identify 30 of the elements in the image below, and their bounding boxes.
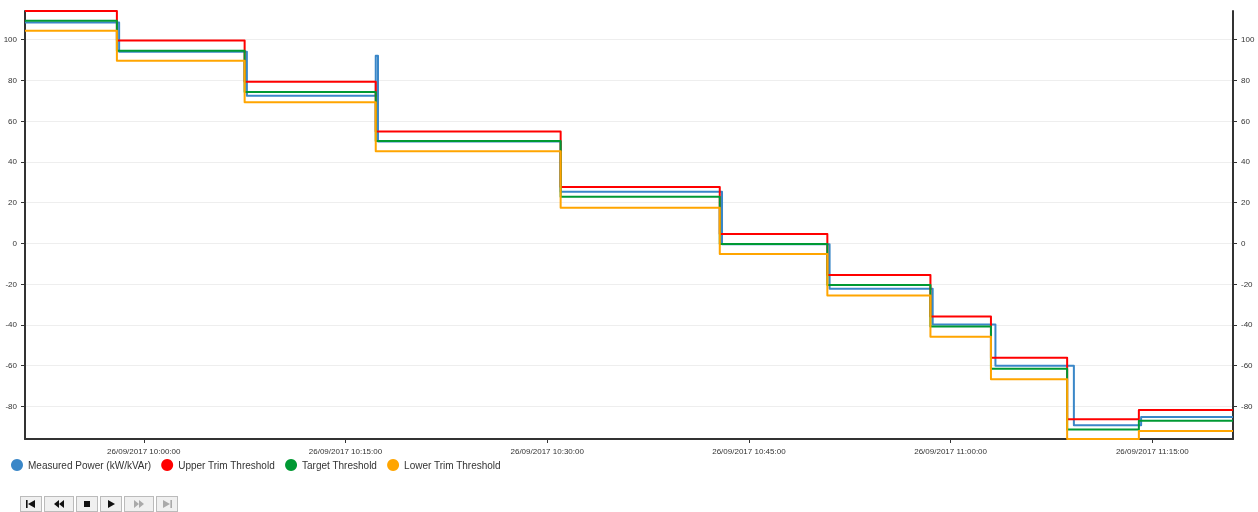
y-tick-label: 0: [12, 238, 18, 248]
y-tick-label: -20: [5, 279, 18, 289]
x-tick-label: 26/09/2017 10:15:00: [308, 446, 383, 456]
legend-label: Target Threshold: [302, 459, 377, 471]
x-tick-label: 26/09/2017 10:45:00: [712, 446, 787, 456]
x-tick-label: 26/09/2017 11:15:00: [1115, 446, 1190, 456]
y2-tick-label: -40: [1241, 320, 1254, 330]
y2-tick-label: -80: [1241, 401, 1254, 411]
legend-label: Lower Trim Threshold: [404, 459, 501, 471]
y2-tick-label: 40: [1241, 157, 1251, 167]
y2-tick-label: 0: [1241, 238, 1246, 248]
y2-tick-label: 100: [1241, 35, 1255, 45]
y2-tick-label: -60: [1241, 361, 1254, 371]
y-tick-label: -60: [5, 361, 18, 371]
x-tick-label: 26/09/2017 10:00:00: [107, 446, 182, 456]
y-tick-label: 20: [8, 198, 18, 208]
y2-tick-label: -20: [1241, 279, 1254, 289]
x-tick-label: 26/09/2017 11:00:00: [914, 446, 988, 456]
y-tick-label: -40: [5, 320, 18, 330]
y-tick-label: 60: [8, 116, 18, 126]
legend-label: Upper Trim Threshold: [178, 459, 275, 471]
y-tick-label: -80: [5, 401, 18, 411]
legend-label: Measured Power (kW/kVAr): [28, 459, 152, 471]
y-tick-label: 100: [3, 35, 18, 45]
x-tick-label: 26/09/2017 10:30:00: [510, 446, 585, 456]
y2-tick-label: 20: [1241, 198, 1251, 208]
y2-tick-label: 60: [1241, 116, 1251, 126]
y2-tick-label: 80: [1241, 75, 1251, 85]
y-tick-label: 40: [8, 157, 18, 167]
y-tick-label: 80: [8, 75, 18, 85]
